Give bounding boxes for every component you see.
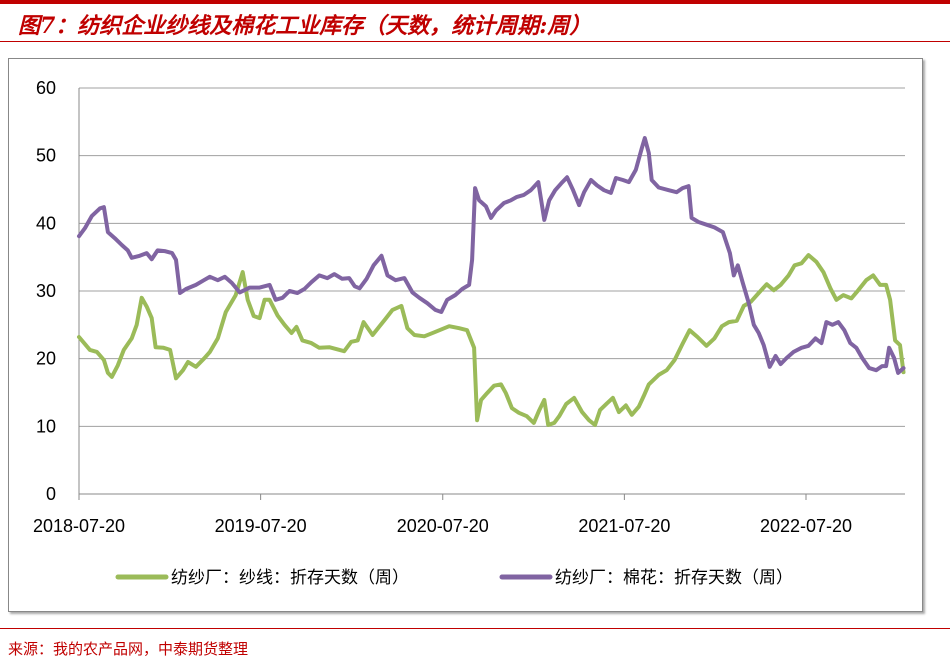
title-rule <box>0 41 950 42</box>
x-tick-label: 2019-07-20 <box>215 516 307 536</box>
source-rule <box>0 628 950 629</box>
x-tick-label: 2018-07-20 <box>33 516 125 536</box>
y-tick-label: 20 <box>36 349 56 369</box>
y-tick-label: 10 <box>36 416 56 436</box>
x-tick-label: 2021-07-20 <box>578 516 670 536</box>
source-note: 来源：我的农产品网，中泰期货整理 <box>8 640 249 658</box>
y-tick-label: 40 <box>36 213 56 233</box>
series-line-1 <box>77 136 906 375</box>
top-rule <box>0 0 950 4</box>
x-tick-label: 2022-07-20 <box>760 516 852 536</box>
y-tick-label: 60 <box>36 78 56 98</box>
legend-label: 纺纱厂：纱线：折存天数（周） <box>171 568 409 588</box>
series-line-0 <box>77 253 906 427</box>
chart-frame <box>8 58 923 612</box>
legend-label: 纺纱厂：棉花：折存天数（周） <box>555 568 793 588</box>
y-tick-label: 0 <box>46 484 56 504</box>
figure-title: 图7：纺织企业纱线及棉花工业库存（天数，统计周期:周） <box>18 13 592 39</box>
y-tick-label: 30 <box>36 281 56 301</box>
x-tick-label: 2020-07-20 <box>397 516 489 536</box>
y-tick-label: 50 <box>36 146 56 166</box>
